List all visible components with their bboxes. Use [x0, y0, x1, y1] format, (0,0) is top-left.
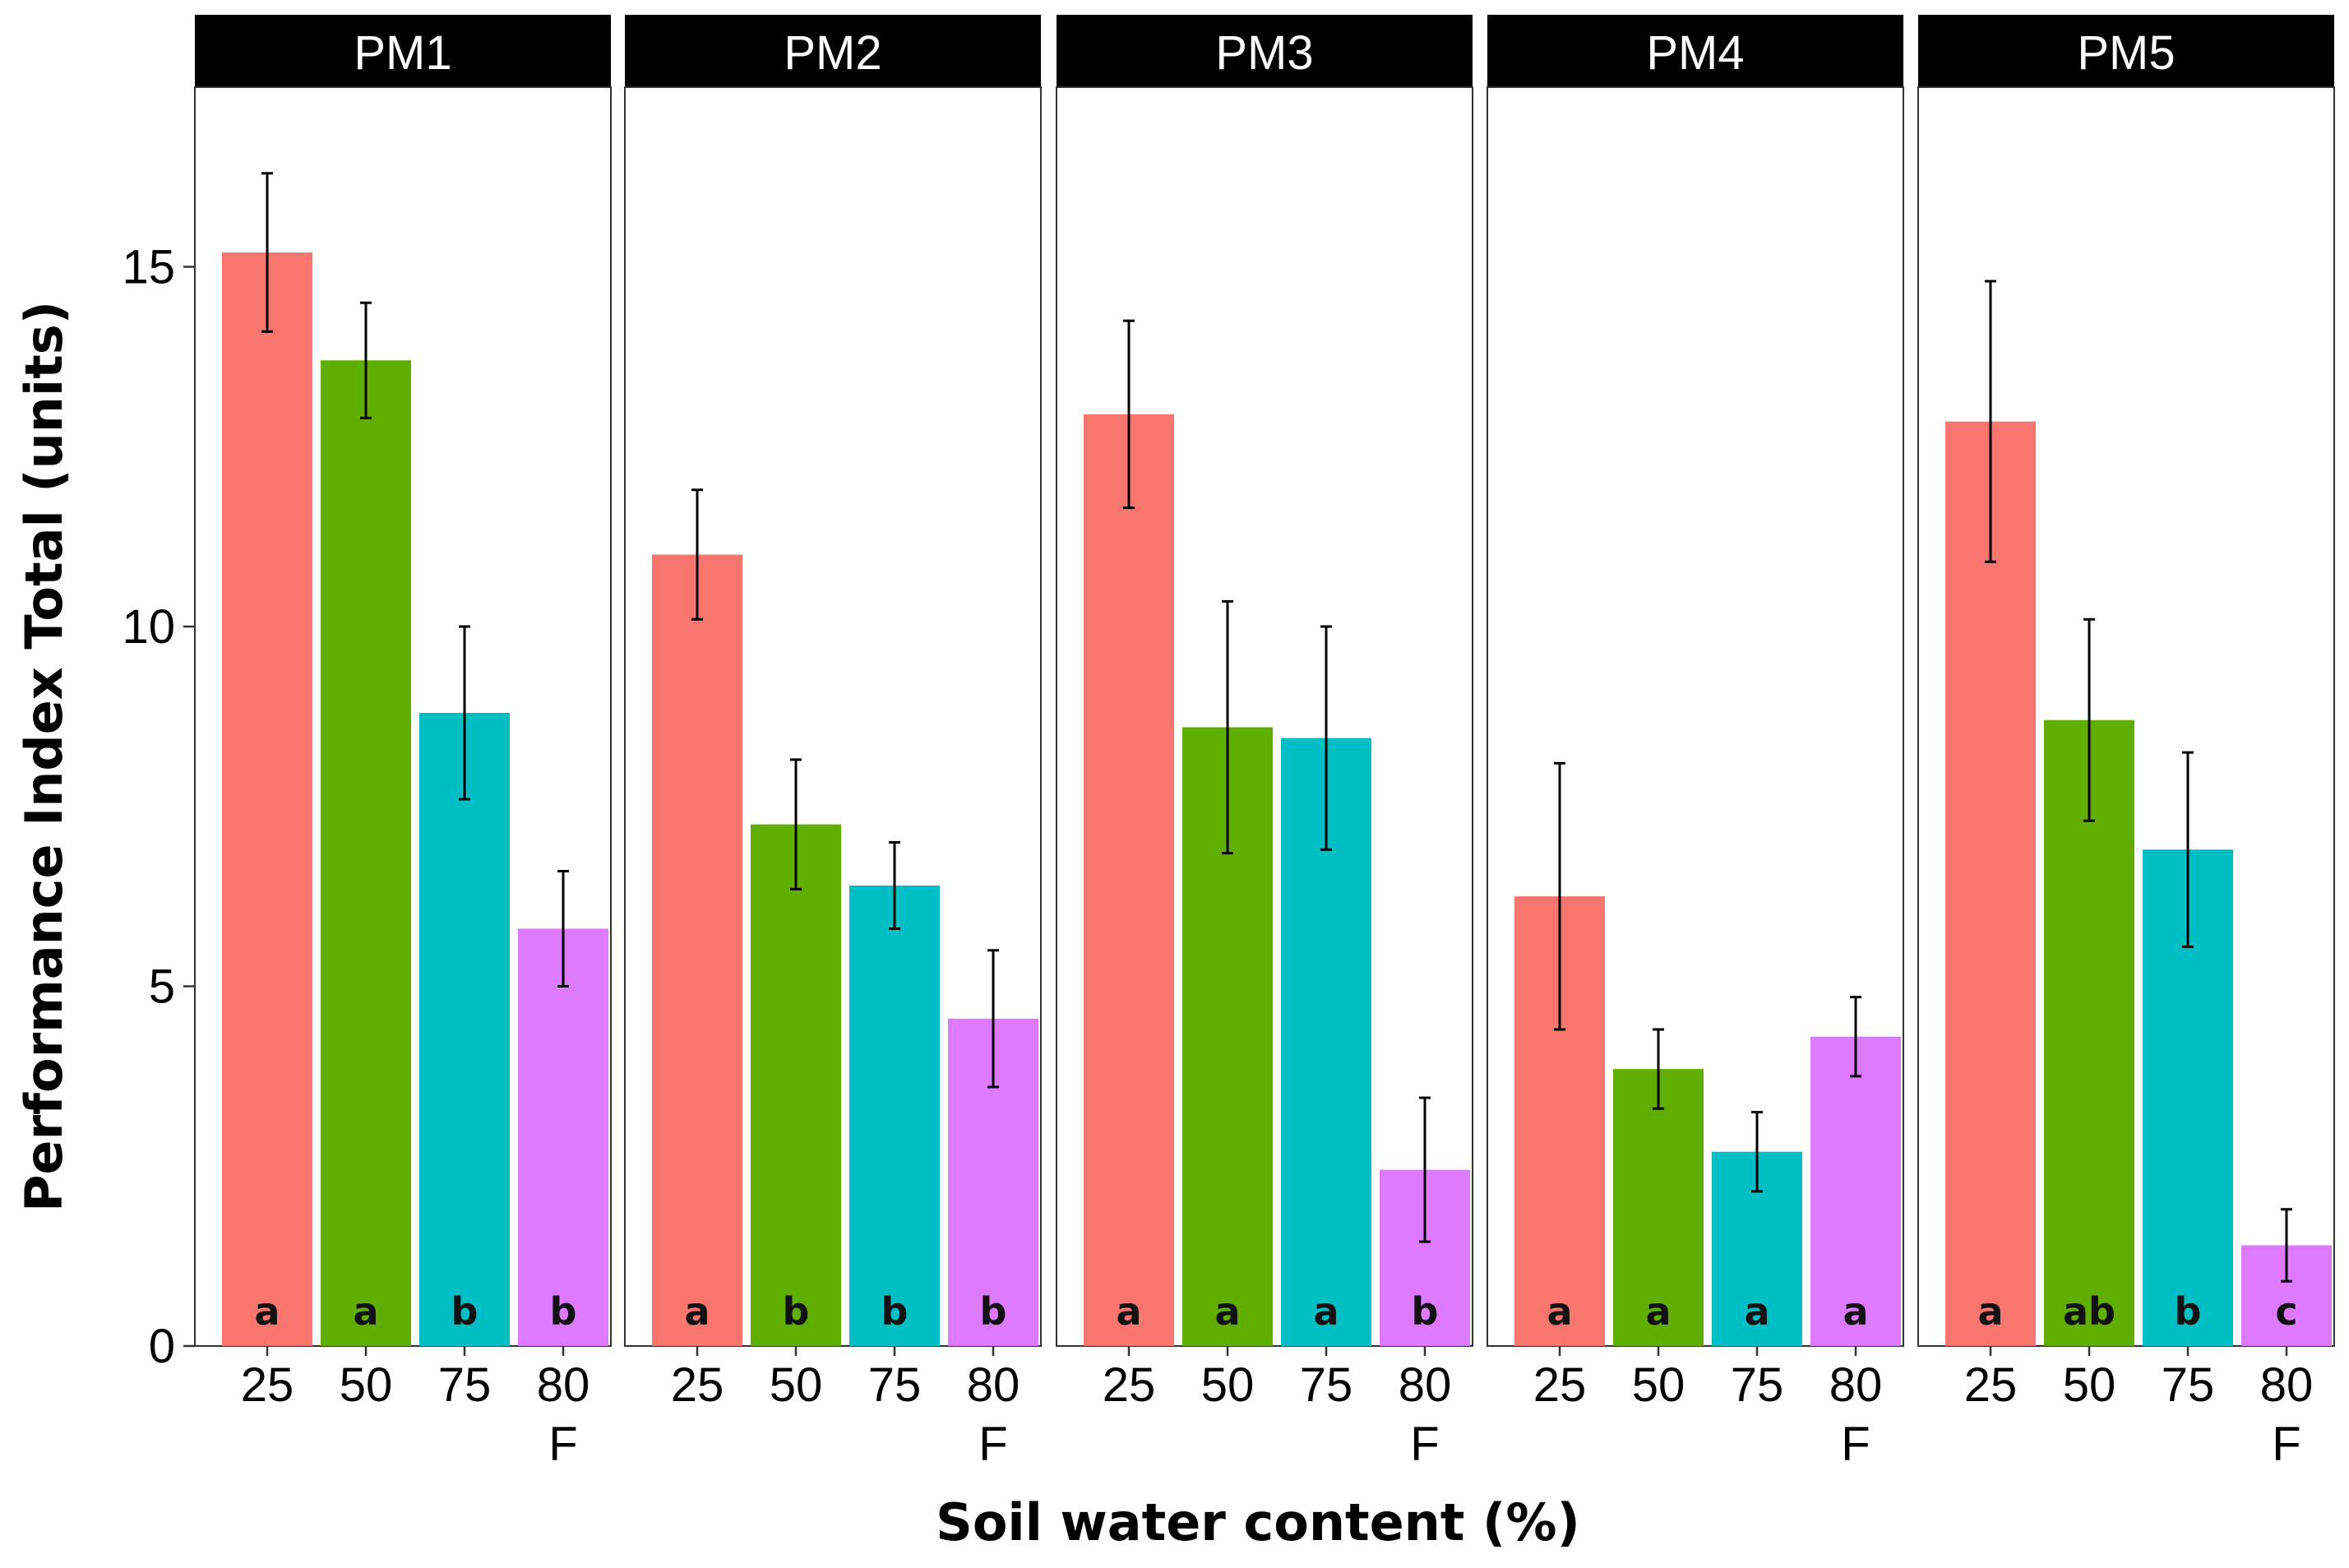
significance-letter: b: [550, 1289, 577, 1334]
x-tick-label: 25: [241, 1358, 294, 1412]
x-tick-label: 25: [1533, 1358, 1587, 1412]
panel-pm4: PM4 a 25 a 50 a 75 a 80 F: [1487, 15, 1904, 1471]
x-axis-title: Soil water content (%): [936, 1492, 1580, 1552]
bar: [222, 252, 312, 1346]
x-tick-label: 75: [438, 1358, 492, 1412]
x-tick-label: 50: [340, 1358, 393, 1412]
x-tick-label: 25: [1103, 1358, 1156, 1412]
significance-letter: b: [980, 1289, 1007, 1334]
x-tick-label: 80: [967, 1358, 1020, 1412]
x-tick-label: 80: [1829, 1358, 1883, 1412]
significance-letter: b: [451, 1289, 479, 1334]
x-tick-label: F: [978, 1418, 1007, 1471]
significance-letter: a: [1116, 1289, 1141, 1334]
x-tick-label: 75: [1731, 1358, 1784, 1412]
panel-strip: [1918, 15, 2334, 87]
x-tick-label: 50: [2063, 1358, 2116, 1412]
significance-letter: a: [684, 1289, 710, 1334]
significance-letter: b: [1412, 1289, 1439, 1334]
significance-letter: ab: [2063, 1289, 2115, 1334]
x-tick-label: F: [548, 1418, 577, 1471]
significance-letter: a: [1313, 1289, 1339, 1334]
y-tick-label: 5: [149, 960, 175, 1014]
panel-strip: [195, 15, 611, 87]
panel-title: PM1: [354, 26, 451, 80]
significance-letter: a: [254, 1289, 280, 1334]
panel-title: PM5: [2077, 26, 2175, 80]
significance-letter: a: [353, 1289, 378, 1334]
y-tick-label: 0: [149, 1320, 175, 1373]
x-tick-label: 80: [1399, 1358, 1452, 1412]
panel-title: PM2: [784, 26, 881, 80]
significance-letter: b: [881, 1289, 909, 1334]
panel-title: PM4: [1646, 26, 1744, 80]
x-tick-label: 75: [1300, 1358, 1353, 1412]
significance-letter: a: [1645, 1289, 1671, 1334]
bar: [2044, 719, 2134, 1346]
x-tick-label: 50: [1632, 1358, 1685, 1412]
significance-letter: a: [1547, 1289, 1572, 1334]
significance-letter: b: [783, 1289, 810, 1334]
x-tick-label: 50: [1201, 1358, 1255, 1412]
bar: [849, 886, 940, 1346]
bar: [1084, 414, 1174, 1346]
panel-title: PM3: [1215, 26, 1313, 80]
panel-strip: [1057, 15, 1473, 87]
bar: [751, 824, 841, 1346]
x-tick-label: 25: [671, 1358, 724, 1412]
bar: [652, 554, 742, 1346]
significance-letter: a: [1214, 1289, 1240, 1334]
panel-pm1: PM1 a 25 a 50 b 75 b 80 F: [194, 15, 612, 1471]
x-tick-label: F: [1410, 1418, 1439, 1471]
x-tick-label: 80: [537, 1358, 590, 1412]
bar: [1945, 421, 2036, 1346]
x-tick-label: 50: [770, 1358, 823, 1412]
significance-letter: a: [1843, 1289, 1868, 1334]
x-tick-label: F: [1841, 1418, 1870, 1471]
panel-pm2: PM2 a 25 b 50 b 75 b 80 F: [624, 15, 1042, 1471]
y-axis-title: Performance Index Total (units): [14, 301, 74, 1212]
panel-strip: [625, 15, 1041, 87]
bar: [1810, 1036, 1901, 1346]
panel-strip: [1487, 15, 1903, 87]
panel-pm3: PM3 a 25 a 50 a 75 b 80 F: [1056, 15, 1473, 1471]
x-tick-label: 75: [868, 1358, 922, 1412]
bar: [419, 713, 510, 1346]
x-tick-label: 25: [1964, 1358, 2018, 1412]
panel-pm5: PM5 a 25 ab 50 b 75 c 80 F: [1917, 15, 2335, 1471]
y-tick-label: 15: [122, 241, 175, 294]
bar: [518, 928, 608, 1346]
bar: [321, 360, 411, 1346]
facet-panels: 051015PM1a25a50b75b80FPM2a25b50b75b80FPM…: [122, 15, 2335, 1471]
significance-letter: c: [2275, 1289, 2297, 1334]
x-tick-label: 75: [2162, 1358, 2215, 1412]
significance-letter: a: [1744, 1289, 1769, 1334]
significance-letter: a: [1977, 1289, 2003, 1334]
y-tick-label: 10: [122, 600, 175, 654]
significance-letter: b: [2175, 1289, 2202, 1334]
x-tick-label: 80: [2260, 1358, 2314, 1412]
x-tick-label: F: [2272, 1418, 2300, 1471]
bar: [1613, 1069, 1704, 1346]
